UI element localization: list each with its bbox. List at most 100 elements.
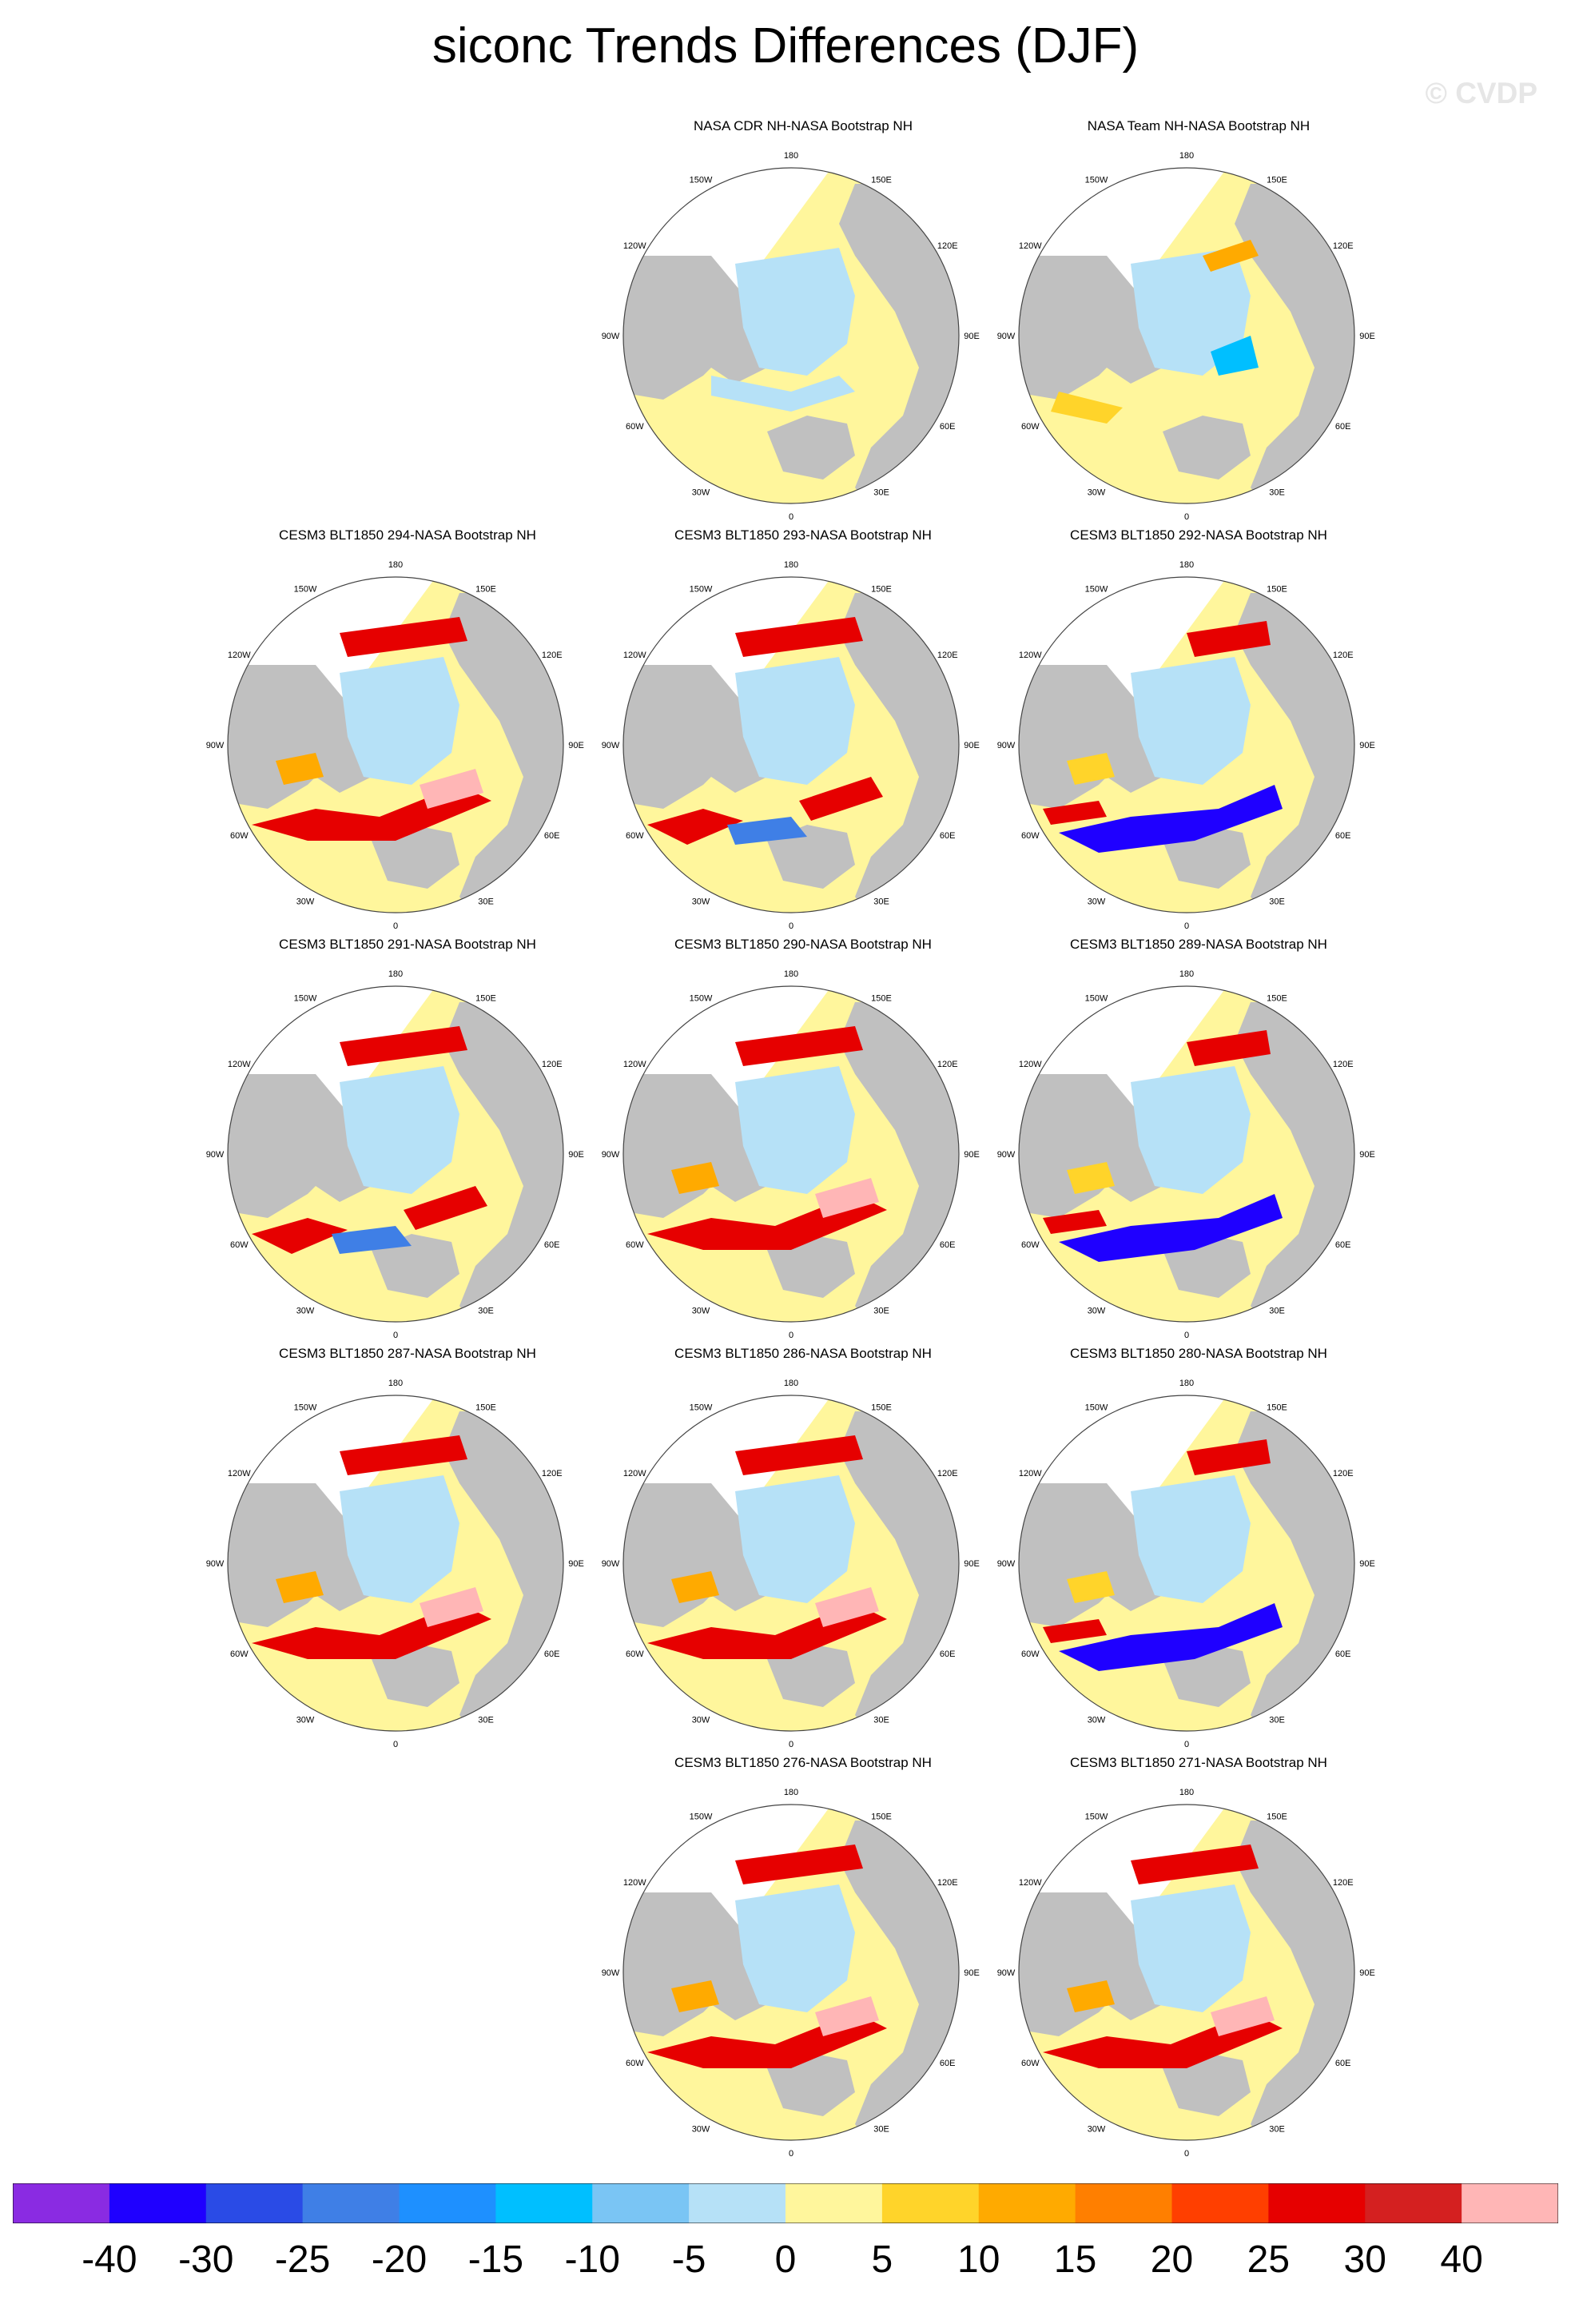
arctic-ice-light [735,1066,855,1194]
longitude-label: 30E [873,1716,889,1725]
anomaly-region [711,376,855,412]
map-panel: CESM3 BLT1850 287-NASA Bootstrap NH 180 15… [206,1346,595,1749]
longitude-label: 60W [1021,831,1040,841]
longitude-label: 150W [690,993,713,1003]
land-north-america [228,1483,356,1627]
longitude-label: 30W [296,1716,315,1725]
panel-title: CESM3 BLT1850 287-NASA Bootstrap NH [279,1346,536,1361]
longitude-label: 150W [294,1403,317,1412]
longitude-label: 150E [475,993,496,1003]
anomaly-region [1067,1162,1115,1194]
polar-map: 180 150E 120E 90E 60E 30E 0 30W 60W 90W 120W 150W [997,151,1375,522]
colorbar-swatch [881,2183,980,2223]
longitude-label: 60W [626,2059,644,2068]
longitude-label: 180 [784,1788,798,1797]
longitude-label: 0 [1184,512,1189,522]
longitude-label: 90E [1359,1968,1375,1978]
longitude-label: 30E [478,1307,494,1316]
anomaly-region [340,617,467,657]
colorbar-swatch [109,2183,207,2223]
longitude-label: 0 [393,1331,398,1340]
longitude-label: 30W [692,1307,710,1316]
anomaly-region [252,1218,348,1254]
colorbar-tick: 0 [774,2238,797,2281]
figure-title: siconc Trends Differences (DJF) [432,18,1139,74]
longitude-label: 120W [1019,1878,1042,1888]
anomaly-region [340,1026,467,1066]
anomaly-region [671,1571,719,1603]
longitude-label: 0 [1184,2149,1189,2159]
panel-title: NASA Team NH-NASA Bootstrap NH [1087,118,1310,133]
longitude-label: 60W [230,1649,249,1659]
map-boundary [227,1395,564,1732]
colorbar-tick: 40 [1440,2238,1483,2281]
longitude-label: 120E [1333,1469,1354,1478]
panel-title: CESM3 BLT1850 292-NASA Bootstrap NH [1070,527,1327,543]
longitude-label: 90E [1359,1150,1375,1160]
longitude-label: 120E [1333,1878,1354,1888]
panel-title: CESM3 BLT1850 271-NASA Bootstrap NH [1070,1755,1327,1770]
longitude-label: 30W [1088,488,1106,498]
longitude-label: 90W [602,1559,620,1569]
colorbar-swatch [1075,2183,1173,2223]
longitude-label: 0 [1184,1331,1189,1340]
longitude-label: 0 [789,921,793,931]
longitude-label: 90W [997,1150,1016,1160]
longitude-label: 30W [692,488,710,498]
anomaly-region [340,1435,467,1475]
map-boundary [622,1804,960,2141]
longitude-label: 60E [1335,1649,1351,1659]
panel-title: CESM3 BLT1850 289-NASA Bootstrap NH [1070,937,1327,952]
longitude-label: 90E [568,1150,584,1160]
land-north-america [1019,1892,1147,2036]
longitude-label: 120E [937,1878,958,1888]
longitude-label: 60W [626,1649,644,1659]
longitude-label: 0 [789,1740,793,1749]
longitude-label: 60W [1021,2059,1040,2068]
longitude-label: 90W [602,741,620,750]
longitude-label: 90E [1359,741,1375,750]
longitude-label: 90E [964,1150,980,1160]
longitude-label: 30W [692,1716,710,1725]
map-panel: CESM3 BLT1850 290-NASA Bootstrap NH 180 15… [602,937,991,1340]
longitude-label: 60W [230,1240,249,1250]
longitude-label: 120E [937,1060,958,1069]
longitude-label: 60W [1021,1240,1040,1250]
colorbar-tick: -25 [274,2238,331,2281]
land-north-america [1019,1483,1147,1627]
panel-title: CESM3 BLT1850 293-NASA Bootstrap NH [674,527,932,543]
longitude-label: 30E [1269,2125,1285,2135]
land-north-america [623,1074,751,1218]
anomaly-region [815,1178,879,1218]
anomaly-region [735,1026,863,1066]
anomaly-region [1059,1194,1283,1262]
longitude-label: 60W [626,1240,644,1250]
longitude-label: 90W [602,1968,620,1978]
longitude-label: 150W [294,993,317,1003]
anomaly-region [671,1162,719,1194]
colorbar-tick: -40 [82,2238,137,2281]
panel-title: CESM3 BLT1850 291-NASA Bootstrap NH [279,937,536,952]
colorbar-tick-labels: -40 -30 -25 -20 -15 -10 -5 0 5 10 15 20 25 30 40 [0,2238,1571,2302]
anomaly-region [276,1571,324,1603]
longitude-label: 120W [228,651,251,660]
anomaly-region [815,1996,879,2036]
longitude-label: 150E [1267,993,1287,1003]
longitude-label: 90E [964,741,980,750]
longitude-label: 60E [1335,831,1351,841]
longitude-label: 150E [871,175,892,185]
longitude-label: 60E [544,1649,560,1659]
anomaly-region [1187,1439,1271,1475]
longitude-label: 180 [784,1379,798,1388]
polar-map: 180 150E 120E 90E 60E 30E 0 30W 60W 90W 120W 150W [602,1379,980,1749]
longitude-label: 90W [206,1559,225,1569]
arctic-ice-light [1131,1066,1251,1194]
longitude-label: 90W [602,1150,620,1160]
longitude-label: 120E [937,241,958,251]
land-north-america [228,665,356,809]
colorbar-swatch [689,2183,786,2223]
panel-title: CESM3 BLT1850 290-NASA Bootstrap NH [674,937,932,952]
colorbar-swatch [1365,2183,1462,2223]
anomaly-region [671,1980,719,2012]
land-greenland-south [1163,416,1251,480]
